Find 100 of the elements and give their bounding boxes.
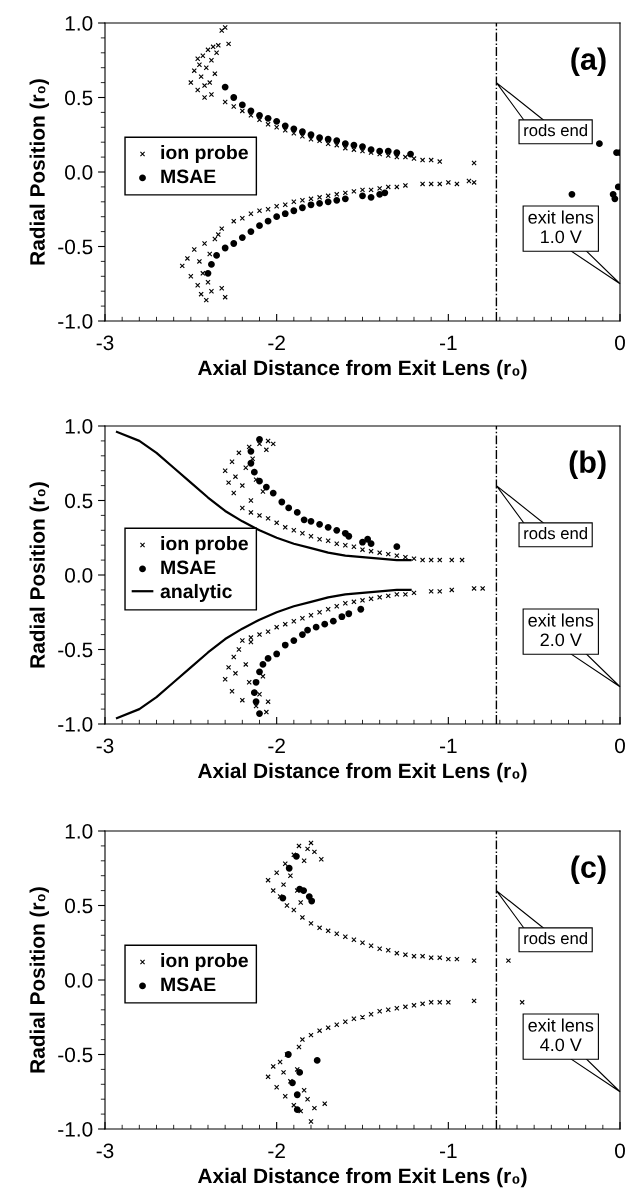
point bbox=[333, 526, 341, 534]
point bbox=[273, 213, 281, 221]
point bbox=[296, 1068, 304, 1076]
point bbox=[293, 1106, 301, 1114]
annotation: rods end bbox=[524, 932, 587, 945]
point bbox=[333, 196, 341, 204]
point bbox=[300, 516, 308, 524]
x-tick-label: -1 bbox=[440, 1143, 457, 1158]
point bbox=[281, 641, 289, 649]
point bbox=[290, 637, 298, 644]
point bbox=[256, 222, 263, 230]
legend-label: ion probe bbox=[161, 536, 248, 555]
x-tick-label: -2 bbox=[268, 738, 285, 753]
point bbox=[256, 436, 263, 443]
y-tick-label: 0.0 bbox=[65, 165, 93, 180]
x-axis-title: Axial Distance from Exit Lens (r₀) bbox=[197, 762, 527, 783]
point bbox=[393, 543, 401, 551]
x-axis-title: Axial Distance from Exit Lens (r₀) bbox=[197, 1167, 527, 1188]
point bbox=[300, 887, 308, 894]
point bbox=[290, 207, 298, 215]
y-tick-label: 0.5 bbox=[65, 898, 93, 914]
annotation: exit lens 2.0 V bbox=[528, 613, 594, 647]
point bbox=[304, 626, 311, 634]
point bbox=[393, 149, 401, 157]
point bbox=[290, 125, 298, 133]
legend-label: MSAE bbox=[161, 977, 216, 992]
point bbox=[247, 459, 255, 467]
y-tick-label: -0.5 bbox=[58, 642, 93, 658]
point bbox=[324, 135, 332, 143]
legend-label: analytic bbox=[160, 583, 232, 603]
y-axis-title: Radial Position (r₀) bbox=[29, 79, 49, 265]
x-tick-label: -2 bbox=[268, 335, 285, 350]
point bbox=[281, 210, 289, 218]
x-tick-label: -3 bbox=[96, 335, 114, 351]
point bbox=[250, 689, 258, 697]
point bbox=[256, 111, 263, 119]
point bbox=[321, 620, 329, 628]
point bbox=[350, 141, 358, 149]
point bbox=[333, 137, 341, 145]
point bbox=[307, 517, 315, 525]
point bbox=[367, 193, 375, 201]
point bbox=[359, 538, 366, 546]
y-tick-label: -1.0 bbox=[58, 1122, 93, 1137]
point bbox=[307, 201, 315, 209]
point bbox=[285, 864, 293, 872]
point bbox=[256, 668, 263, 676]
x-tick-label: -3 bbox=[96, 738, 114, 754]
point bbox=[264, 217, 272, 225]
y-tick-label: 0.0 bbox=[65, 973, 93, 988]
text: (a) bbox=[571, 47, 606, 76]
point bbox=[316, 134, 323, 142]
legend-label: MSAE bbox=[161, 560, 216, 575]
point bbox=[264, 655, 272, 662]
point bbox=[407, 150, 414, 158]
annotation: rods end bbox=[524, 527, 587, 540]
point bbox=[367, 146, 375, 154]
point bbox=[204, 269, 212, 277]
point bbox=[278, 498, 286, 506]
point bbox=[262, 483, 270, 491]
x-tick-label: -1 bbox=[440, 738, 457, 753]
point bbox=[367, 540, 375, 548]
y-tick-label: 1.0 bbox=[65, 419, 93, 434]
point bbox=[230, 240, 238, 247]
point bbox=[338, 613, 346, 621]
point bbox=[285, 504, 293, 512]
x-tick-label: 0 bbox=[615, 738, 625, 754]
point bbox=[269, 489, 277, 497]
x-tick-label: -3 bbox=[96, 1143, 114, 1159]
point bbox=[357, 605, 365, 613]
point bbox=[299, 631, 306, 638]
x-axis-title: Axial Distance from Exit Lens (r₀) bbox=[197, 359, 527, 380]
legend-label: ion probe bbox=[161, 145, 248, 164]
point bbox=[247, 447, 255, 455]
point bbox=[345, 610, 353, 618]
y-tick-label: 1.0 bbox=[65, 824, 93, 839]
point bbox=[213, 252, 220, 259]
point bbox=[341, 140, 349, 148]
annotation: exit lens 1.0 V bbox=[528, 210, 594, 244]
point bbox=[324, 523, 332, 531]
point bbox=[293, 509, 301, 516]
point bbox=[238, 101, 246, 109]
point bbox=[316, 520, 323, 528]
point bbox=[324, 198, 332, 206]
y-axis-title: Radial Position (r₀) bbox=[29, 887, 49, 1073]
text: (b) bbox=[569, 450, 606, 479]
point bbox=[316, 199, 323, 207]
point bbox=[345, 532, 353, 540]
x-tick-label: -2 bbox=[268, 1143, 285, 1158]
point bbox=[568, 190, 576, 198]
legend-label: MSAE bbox=[161, 169, 216, 184]
annotation: exit lens 4.0 V bbox=[528, 1018, 594, 1052]
y-tick-label: 0.0 bbox=[65, 568, 93, 583]
y-tick-label: -1.0 bbox=[58, 717, 93, 732]
text: (c) bbox=[571, 855, 606, 884]
point bbox=[252, 698, 260, 706]
point bbox=[384, 147, 392, 155]
x-tick-label: 0 bbox=[615, 1143, 625, 1159]
point bbox=[299, 128, 306, 136]
point bbox=[376, 190, 384, 198]
point bbox=[230, 94, 238, 101]
